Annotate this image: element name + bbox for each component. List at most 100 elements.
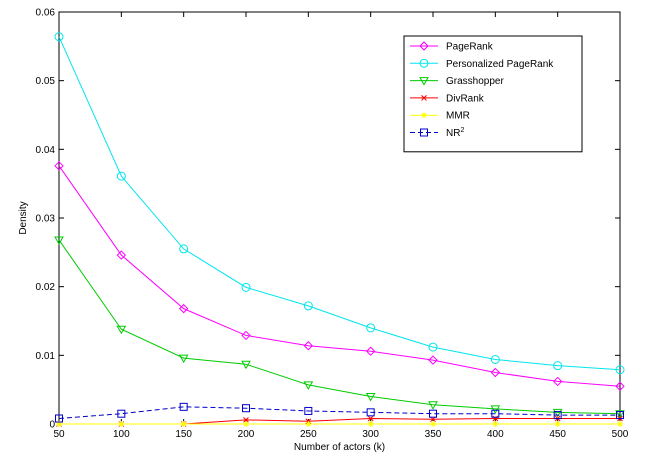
- data-point: [429, 409, 437, 418]
- data-point: [54, 161, 64, 171]
- series-line: [58, 406, 620, 420]
- data-point: [241, 330, 251, 341]
- data-point: [553, 361, 563, 371]
- legend-item: NR2: [410, 127, 464, 139]
- data-point: [243, 421, 249, 427]
- data-point: [54, 236, 64, 245]
- data-point: [490, 405, 501, 414]
- data-point: [490, 367, 501, 378]
- y-axis-label: Density: [18, 201, 29, 234]
- data-point: [554, 421, 561, 427]
- data-point: [365, 346, 376, 356]
- x-tick-label: 450: [549, 429, 566, 440]
- data-point: [180, 421, 187, 427]
- x-tick-label: 400: [487, 429, 504, 440]
- data-point: [492, 421, 499, 427]
- y-tick-label: 0.05: [36, 76, 56, 87]
- x-tick-label: 250: [300, 429, 317, 440]
- data-point: [303, 301, 313, 311]
- legend-marker: [421, 95, 427, 101]
- data-point: [55, 414, 63, 423]
- data-point: [116, 171, 126, 181]
- data-point: [367, 415, 374, 422]
- data-point: [552, 376, 563, 387]
- data-point: [490, 354, 500, 364]
- legend: PageRank Personalized PageRank Grasshopper…: [403, 35, 583, 153]
- legend-item: Grasshopper: [410, 76, 504, 87]
- data-point: [552, 408, 563, 418]
- data-point: [304, 406, 313, 415]
- data-point: [303, 341, 314, 351]
- x-tick-label: 100: [113, 429, 130, 440]
- y-tick-label: 0.04: [36, 145, 56, 156]
- data-point: [116, 250, 127, 260]
- data-point: [116, 325, 127, 335]
- data-point: [367, 421, 374, 427]
- x-tick-label: 50: [53, 429, 65, 440]
- data-point: [616, 411, 624, 420]
- series-mmr: [56, 421, 623, 427]
- legend-label: NR2: [446, 127, 464, 139]
- data-point: [118, 421, 125, 427]
- legend-marker: [420, 128, 428, 137]
- series-line: [58, 36, 621, 371]
- data-point: [553, 411, 562, 420]
- y-tick-label: 0.06: [36, 8, 56, 19]
- legend-label: Personalized PageRank: [446, 59, 554, 70]
- data-point: [242, 404, 250, 413]
- data-point: [179, 402, 188, 411]
- data-point: [365, 393, 376, 402]
- series-nr: [55, 402, 624, 423]
- x-tick-label: 300: [362, 429, 379, 440]
- x-tick-label: 200: [238, 429, 255, 440]
- legend-marker: [419, 58, 429, 68]
- data-point: [366, 408, 375, 417]
- x-tick-label: 500: [612, 429, 629, 440]
- y-tick-label: 0: [49, 420, 55, 431]
- data-point: [305, 421, 312, 427]
- data-point: [241, 282, 251, 292]
- data-point: [303, 381, 314, 390]
- legend-label: DivRank: [446, 93, 485, 104]
- data-point: [615, 410, 625, 419]
- data-point: [430, 421, 436, 427]
- data-point: [56, 421, 62, 427]
- data-point: [428, 355, 438, 365]
- x-tick-label: 350: [425, 429, 442, 440]
- legend-item: PageRank: [410, 41, 494, 53]
- series-grasshopper: [54, 236, 625, 419]
- legend-item: DivRank: [410, 93, 485, 104]
- legend-label: PageRank: [446, 42, 494, 53]
- data-point: [178, 303, 189, 314]
- series-personalized-pagerank: [54, 32, 625, 375]
- legend-marker: [421, 112, 427, 119]
- series-line: [58, 165, 621, 387]
- y-tick-label: 0.02: [36, 282, 56, 293]
- x-tick-label: 150: [175, 429, 192, 440]
- legend-marker: [419, 41, 429, 51]
- data-point: [54, 32, 64, 42]
- legend-item: Personalized PageRank: [410, 58, 554, 70]
- y-tick-label: 0.01: [36, 351, 56, 362]
- data-point: [615, 381, 625, 391]
- legend-label: MMR: [446, 111, 470, 122]
- data-point: [491, 409, 500, 418]
- legend-marker: [419, 77, 429, 86]
- legend-box: [403, 35, 583, 153]
- data-point: [241, 360, 251, 370]
- data-point: [428, 401, 438, 410]
- y-tick-label: 0.03: [36, 214, 56, 225]
- data-point: [428, 342, 438, 352]
- data-point: [243, 417, 249, 423]
- legend-label: Grasshopper: [446, 76, 504, 87]
- data-point: [615, 365, 625, 375]
- data-point: [178, 354, 189, 364]
- series-layer: [54, 32, 625, 427]
- data-point: [366, 323, 376, 333]
- data-point: [117, 409, 126, 418]
- data-point: [617, 421, 623, 427]
- legend-item: MMR: [410, 111, 470, 122]
- series-line: [58, 239, 621, 415]
